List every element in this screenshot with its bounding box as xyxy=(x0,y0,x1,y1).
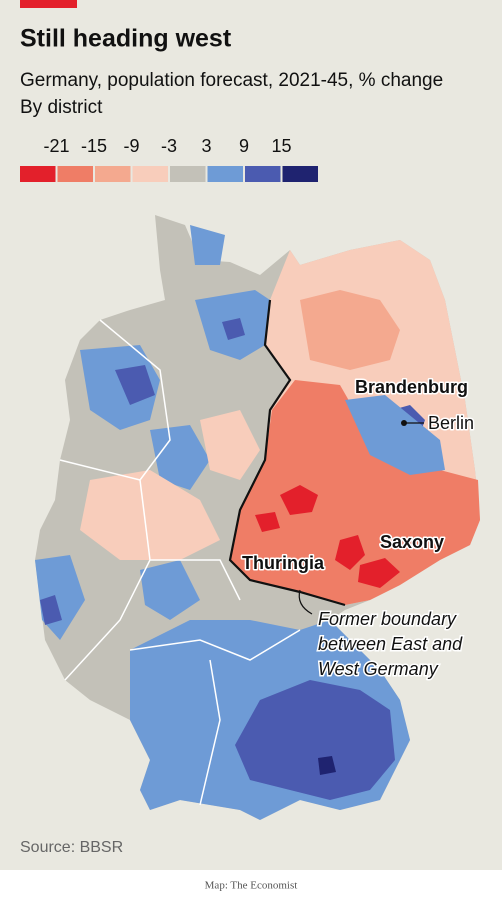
legend-swatch xyxy=(20,166,56,182)
city-label: Berlin xyxy=(428,413,474,433)
red-saxony xyxy=(335,535,400,588)
annotation-line: between East and xyxy=(318,634,463,654)
west-pink xyxy=(80,410,260,560)
legend-tick-label: -3 xyxy=(161,136,177,156)
region-label: Saxony xyxy=(380,532,444,552)
legend-tick-label: -15 xyxy=(81,136,107,156)
title: Still heading west xyxy=(20,25,232,53)
credit: Map: The Economist xyxy=(205,880,298,892)
hamburg xyxy=(222,318,245,340)
legend-tick-label: -9 xyxy=(123,136,139,156)
subtitle: Germany, population forecast, 2021-45, %… xyxy=(20,70,443,91)
legend-tick-label: 9 xyxy=(239,136,249,156)
region-label: Brandenburg xyxy=(355,377,468,397)
unit-note: By district xyxy=(20,97,103,118)
annotation: Former boundary between East and West Germ… xyxy=(317,607,465,680)
legend: -21 -15 -9 -3 3 9 15 xyxy=(20,136,318,182)
red-west-thuringia xyxy=(255,485,318,532)
munich xyxy=(318,756,336,775)
annotation-line: Former boundary xyxy=(318,609,457,629)
legend-swatch xyxy=(282,166,318,182)
annotation-line: West Germany xyxy=(318,659,439,679)
legend-swatch xyxy=(170,166,206,182)
east-south-band xyxy=(230,380,480,605)
legend-tick-label: -21 xyxy=(43,136,69,156)
legend-swatch xyxy=(95,166,131,182)
legend-swatch xyxy=(245,166,281,182)
source: Source: BBSR xyxy=(20,839,123,856)
state-borders xyxy=(59,319,301,806)
legend-swatch xyxy=(57,166,93,182)
west-blue-mid xyxy=(35,425,210,640)
annotation-leader xyxy=(298,589,313,615)
west-dark-blue xyxy=(40,365,155,625)
legend-swatch xyxy=(132,166,168,182)
map xyxy=(35,215,480,820)
legend-tick-label: 15 xyxy=(271,136,291,156)
east-north-darker xyxy=(300,290,400,370)
region-label: Thuringia xyxy=(242,553,325,573)
bavaria-dark-blue xyxy=(235,680,395,800)
legend-swatch xyxy=(207,166,243,182)
berlin-belt xyxy=(345,395,445,475)
brand-bar xyxy=(20,0,77,8)
caption-strip xyxy=(0,870,502,898)
former-boundary xyxy=(228,299,346,607)
legend-tick-label: 3 xyxy=(201,136,211,156)
